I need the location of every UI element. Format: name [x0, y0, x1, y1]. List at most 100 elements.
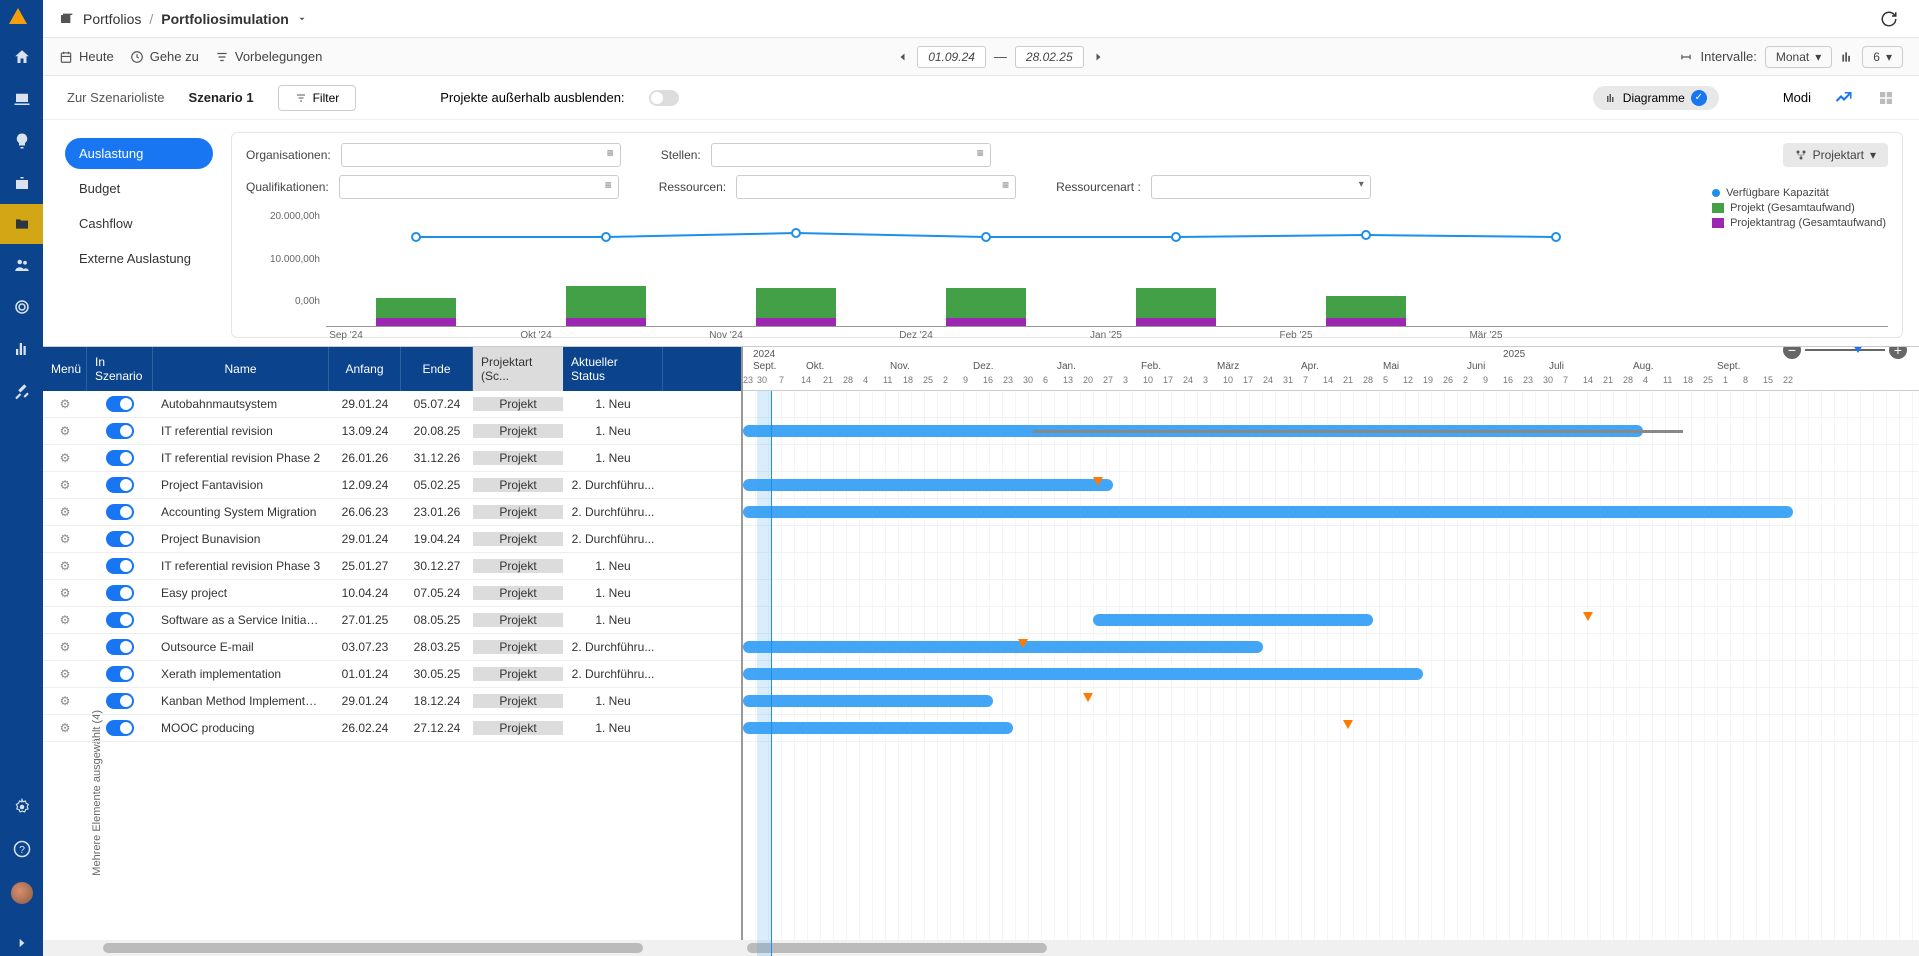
col-menu[interactable]: Menü: [43, 347, 87, 391]
scenario-toggle[interactable]: [106, 558, 134, 574]
table-row[interactable]: ⚙ IT referential revision 13.09.24 20.08…: [43, 418, 741, 445]
gantt-row[interactable]: [743, 418, 1919, 445]
scenario-toggle[interactable]: [106, 423, 134, 439]
col-ende[interactable]: Ende: [401, 347, 473, 391]
scenario-toggle[interactable]: [106, 585, 134, 601]
refresh-button[interactable]: [1875, 5, 1903, 33]
gear-icon[interactable]: ⚙: [60, 559, 71, 573]
gantt-scrollbar[interactable]: [743, 940, 1919, 956]
goto-button[interactable]: Gehe zu: [130, 49, 199, 64]
gear-icon[interactable]: ⚙: [60, 613, 71, 627]
col-anfang[interactable]: Anfang: [329, 347, 401, 391]
table-row[interactable]: ⚙ Project Bunavision 29.01.24 19.04.24 P…: [43, 526, 741, 553]
today-button[interactable]: Heute: [59, 49, 114, 64]
table-row[interactable]: ⚙ Autobahnmautsystem 29.01.24 05.07.24 P…: [43, 391, 741, 418]
briefcase-icon[interactable]: [13, 174, 31, 192]
scenario-toggle[interactable]: [106, 396, 134, 412]
gantt-row[interactable]: [743, 580, 1919, 607]
col-status[interactable]: Aktueller Status: [563, 347, 663, 391]
gantt-row[interactable]: [743, 634, 1919, 661]
resart-select[interactable]: [1151, 175, 1371, 199]
gantt-row[interactable]: [743, 526, 1919, 553]
col-szenario[interactable]: In Szenario: [87, 347, 153, 391]
laptop-icon[interactable]: [13, 90, 31, 108]
gantt-row[interactable]: [743, 499, 1919, 526]
zoom-in-button[interactable]: +: [1889, 346, 1907, 359]
org-input[interactable]: [341, 143, 621, 167]
settings-icon[interactable]: [13, 798, 31, 816]
scenario-toggle[interactable]: [106, 477, 134, 493]
help-icon[interactable]: ?: [13, 840, 31, 858]
gantt-row[interactable]: [743, 472, 1919, 499]
gear-icon[interactable]: ⚙: [60, 451, 71, 465]
chevron-down-icon[interactable]: [297, 14, 307, 24]
hide-outside-toggle[interactable]: [649, 90, 679, 106]
expand-icon[interactable]: [15, 936, 29, 950]
qual-input[interactable]: [339, 175, 619, 199]
table-row[interactable]: ⚙ Project Fantavision 12.09.24 05.02.25 …: [43, 472, 741, 499]
tools-icon[interactable]: [13, 382, 31, 400]
diagrams-pill[interactable]: Diagramme✓: [1593, 86, 1719, 110]
table-row[interactable]: ⚙ Xerath implementation 01.01.24 30.05.2…: [43, 661, 741, 688]
gear-icon[interactable]: ⚙: [60, 694, 71, 708]
columns-select[interactable]: 6▾: [1862, 46, 1903, 68]
target-icon[interactable]: [13, 298, 31, 316]
gantt-bar[interactable]: [743, 641, 1263, 653]
presets-button[interactable]: Vorbelegungen: [215, 49, 322, 64]
scenario-toggle[interactable]: [106, 639, 134, 655]
filter-button[interactable]: Filter: [278, 85, 357, 111]
tab-externe[interactable]: Externe Auslastung: [65, 243, 213, 274]
scenario-toggle[interactable]: [106, 720, 134, 736]
avatar[interactable]: [11, 882, 33, 904]
gear-icon[interactable]: ⚙: [60, 397, 71, 411]
scenario-toggle[interactable]: [106, 666, 134, 682]
table-row[interactable]: ⚙ IT referential revision Phase 3 25.01.…: [43, 553, 741, 580]
col-projektart[interactable]: Projektart (Sc...: [473, 347, 563, 391]
zoom-slider[interactable]: [1805, 349, 1885, 351]
zoom-out-button[interactable]: −: [1783, 346, 1801, 359]
table-row[interactable]: ⚙ Software as a Service Initiative 27.01…: [43, 607, 741, 634]
gantt-row[interactable]: [743, 553, 1919, 580]
tab-auslastung[interactable]: Auslastung: [65, 138, 213, 169]
interval-select[interactable]: Monat▾: [1765, 46, 1832, 68]
gear-icon[interactable]: ⚙: [60, 640, 71, 654]
gantt-bar[interactable]: [743, 695, 993, 707]
gear-icon[interactable]: ⚙: [60, 586, 71, 600]
date-from[interactable]: 01.09.24: [917, 46, 986, 68]
users-icon[interactable]: [13, 256, 31, 274]
prev-icon[interactable]: [897, 51, 909, 63]
scenario-toggle[interactable]: [106, 693, 134, 709]
scenario-toggle[interactable]: [106, 531, 134, 547]
gantt-bar[interactable]: [743, 722, 1013, 734]
gantt-bar[interactable]: [1093, 614, 1373, 626]
gantt-row[interactable]: [743, 607, 1919, 634]
breadcrumb-page[interactable]: Portfoliosimulation: [161, 11, 289, 27]
table-row[interactable]: ⚙ Accounting System Migration 26.06.23 2…: [43, 499, 741, 526]
gear-icon[interactable]: ⚙: [60, 667, 71, 681]
table-row[interactable]: ⚙ IT referential revision Phase 2 26.01.…: [43, 445, 741, 472]
scenario-toggle[interactable]: [106, 612, 134, 628]
next-icon[interactable]: [1092, 51, 1104, 63]
res-input[interactable]: [736, 175, 1016, 199]
scenario-toggle[interactable]: [106, 504, 134, 520]
date-to[interactable]: 28.02.25: [1015, 46, 1084, 68]
gantt-row[interactable]: [743, 688, 1919, 715]
gear-icon[interactable]: ⚙: [60, 505, 71, 519]
stellen-input[interactable]: [711, 143, 991, 167]
table-row[interactable]: ⚙ MOOC producing 26.02.24 27.12.24 Proje…: [43, 715, 741, 742]
gantt-row[interactable]: [743, 445, 1919, 472]
gantt-row[interactable]: [743, 715, 1919, 742]
scenario-toggle[interactable]: [106, 450, 134, 466]
gantt-bar[interactable]: [743, 506, 1793, 518]
home-icon[interactable]: [13, 48, 31, 66]
gear-icon[interactable]: ⚙: [60, 721, 71, 735]
bulb-icon[interactable]: [13, 132, 31, 150]
mode-icon-2[interactable]: [1877, 89, 1895, 107]
tab-cashflow[interactable]: Cashflow: [65, 208, 213, 239]
tab-budget[interactable]: Budget: [65, 173, 213, 204]
breadcrumb-root[interactable]: Portfolios: [83, 11, 141, 27]
gear-icon[interactable]: ⚙: [60, 532, 71, 546]
gantt-row[interactable]: [743, 391, 1919, 418]
scenario-tab[interactable]: Szenario 1: [189, 90, 254, 105]
table-row[interactable]: ⚙ Outsource E-mail 03.07.23 28.03.25 Pro…: [43, 634, 741, 661]
